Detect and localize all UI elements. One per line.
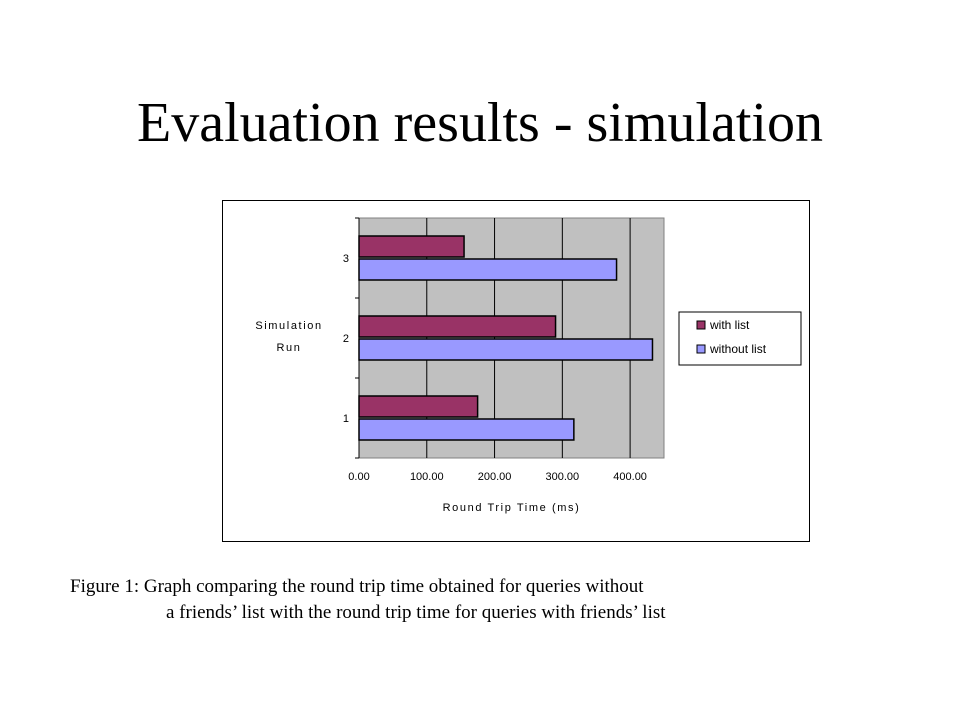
bar-without-list-3 [358, 258, 618, 281]
y-tick-label: 1 [343, 413, 349, 425]
bar-without-list-2 [358, 338, 654, 361]
bar-without-list-1 [358, 418, 575, 441]
legend-label: with list [709, 318, 750, 332]
x-tick-label: 100.00 [410, 471, 444, 483]
legend-swatch [696, 344, 706, 354]
figure-caption: Figure 1: Graph comparing the round trip… [70, 574, 950, 626]
caption-line-1: Figure 1: Graph comparing the round trip… [70, 576, 644, 597]
bar-with-list-2 [358, 315, 557, 338]
bar-with-list-1 [358, 395, 479, 418]
bar-chart: 1 2 3 0.00 100.00 200.00 300.00 400.00 Round Tri… [255, 217, 802, 514]
plot-area [358, 217, 665, 459]
y-tick-label: 2 [343, 333, 349, 345]
legend-swatch [696, 320, 706, 330]
chart-frame: 1 2 3 0.00 100.00 200.00 300.00 400.00 Round Tri… [222, 200, 810, 542]
x-tick-label: 200.00 [478, 471, 512, 483]
x-tick-label: 400.00 [613, 471, 647, 483]
x-tick-label: 300.00 [546, 471, 580, 483]
x-axis-title: Round Trip Time (ms) [443, 502, 581, 514]
y-tick-label: 3 [343, 253, 349, 265]
y-axis-title-line: Run [277, 342, 302, 354]
caption-line-2: a friends’ list with the round trip time… [166, 602, 666, 623]
bar-with-list-3 [358, 235, 465, 258]
x-tick-label: 0.00 [348, 471, 369, 483]
legend-label: without list [709, 342, 767, 356]
slide-title: Evaluation results - simulation [137, 92, 823, 154]
y-axis-title-line: Simulation [255, 320, 322, 332]
